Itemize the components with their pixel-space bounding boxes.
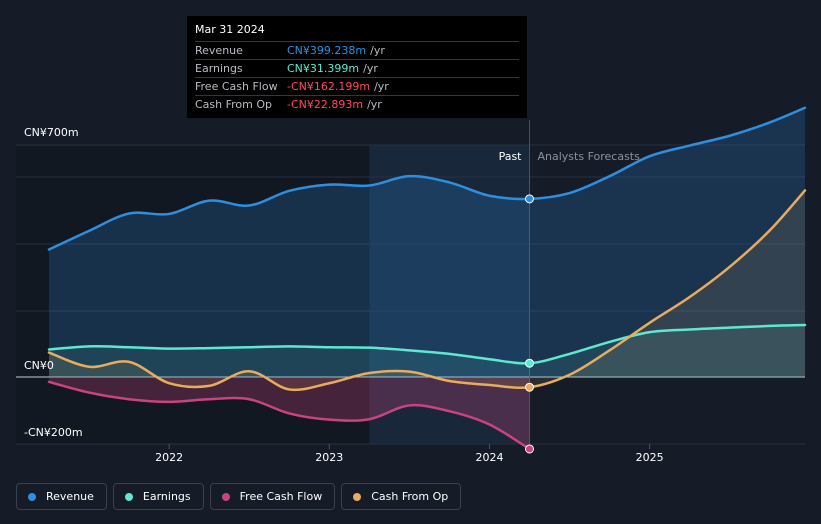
past-label: Past	[499, 150, 523, 163]
legend-dot-icon	[28, 492, 36, 501]
x-tick-label: 2023	[315, 451, 343, 464]
tooltip-label: Revenue	[195, 44, 243, 57]
tooltip-label: Earnings	[195, 62, 243, 75]
y-tick-label: -CN¥200m	[24, 426, 83, 439]
tooltip-row-free-cash-flow: Free Cash Flow -CN¥162.199m /yr	[195, 77, 519, 95]
legend-item-revenue[interactable]: Revenue	[16, 483, 107, 510]
series-area-earnings	[49, 325, 805, 377]
legend-dot-icon	[221, 492, 230, 501]
y-tick-label: CN¥0	[24, 359, 54, 372]
tooltip-unit: /yr	[363, 62, 378, 75]
tooltip-row-revenue: Revenue CN¥399.238m /yr	[195, 41, 519, 59]
tooltip-label: Free Cash Flow	[195, 80, 278, 93]
data-point-revenue	[525, 194, 535, 204]
series-line-earnings	[47, 323, 807, 365]
series-line-revenue	[47, 106, 807, 251]
series-line-cash-from-op	[47, 189, 807, 392]
forecast-label: Analysts Forecasts	[538, 150, 641, 163]
chart-tooltip: Mar 31 2024 Revenue CN¥399.238m /yr Earn…	[187, 16, 527, 118]
tooltip-label: Cash From Op	[195, 98, 273, 111]
legend-item-free-cash-flow[interactable]: Free Cash Flow	[209, 483, 336, 510]
data-point-free-cash-flow	[525, 444, 535, 454]
tooltip-unit: /yr	[374, 80, 389, 93]
legend-label: Free Cash Flow	[239, 490, 323, 503]
highlight-region	[369, 145, 530, 444]
tooltip-date: Mar 31 2024	[195, 23, 265, 36]
tooltip-row-cash-from-op: Cash From Op -CN¥22.893m /yr	[195, 95, 519, 113]
series-line-free-cash-flow	[47, 380, 531, 451]
x-tick-label: 2022	[155, 451, 183, 464]
tooltip-value: -CN¥162.199m	[287, 80, 371, 93]
x-tick-label: 2024	[475, 451, 503, 464]
series-area-cash-from-op	[49, 190, 805, 390]
x-tick-label: 2025	[636, 451, 664, 464]
tooltip-unit: /yr	[367, 98, 382, 111]
data-point-cash-from-op	[525, 382, 535, 392]
data-point-earnings	[525, 358, 535, 368]
chart-legend: Revenue Earnings Free Cash Flow Cash Fro…	[16, 483, 462, 510]
legend-label: Revenue	[46, 490, 94, 503]
legend-item-cash-from-op[interactable]: Cash From Op	[341, 483, 462, 510]
legend-dot-icon	[124, 492, 133, 501]
legend-label: Cash From Op	[371, 490, 449, 503]
financial-chart: CN¥700m CN¥0 -CN¥200m 2022 2023 2024 2025 Past A…	[16, 106, 807, 464]
legend-dot-icon	[353, 492, 362, 501]
tooltip-row-earnings: Earnings CN¥31.399m /yr	[195, 59, 519, 77]
tooltip-unit: /yr	[370, 44, 385, 57]
legend-label: Earnings	[142, 490, 191, 503]
y-tick-label: CN¥700m	[24, 126, 79, 139]
tooltip-value: CN¥399.238m	[287, 44, 367, 57]
legend-item-earnings[interactable]: Earnings	[112, 483, 204, 510]
tooltip-value: CN¥31.399m	[287, 62, 360, 75]
tooltip-value: -CN¥22.893m	[287, 98, 364, 111]
series-area-revenue	[49, 107, 805, 378]
